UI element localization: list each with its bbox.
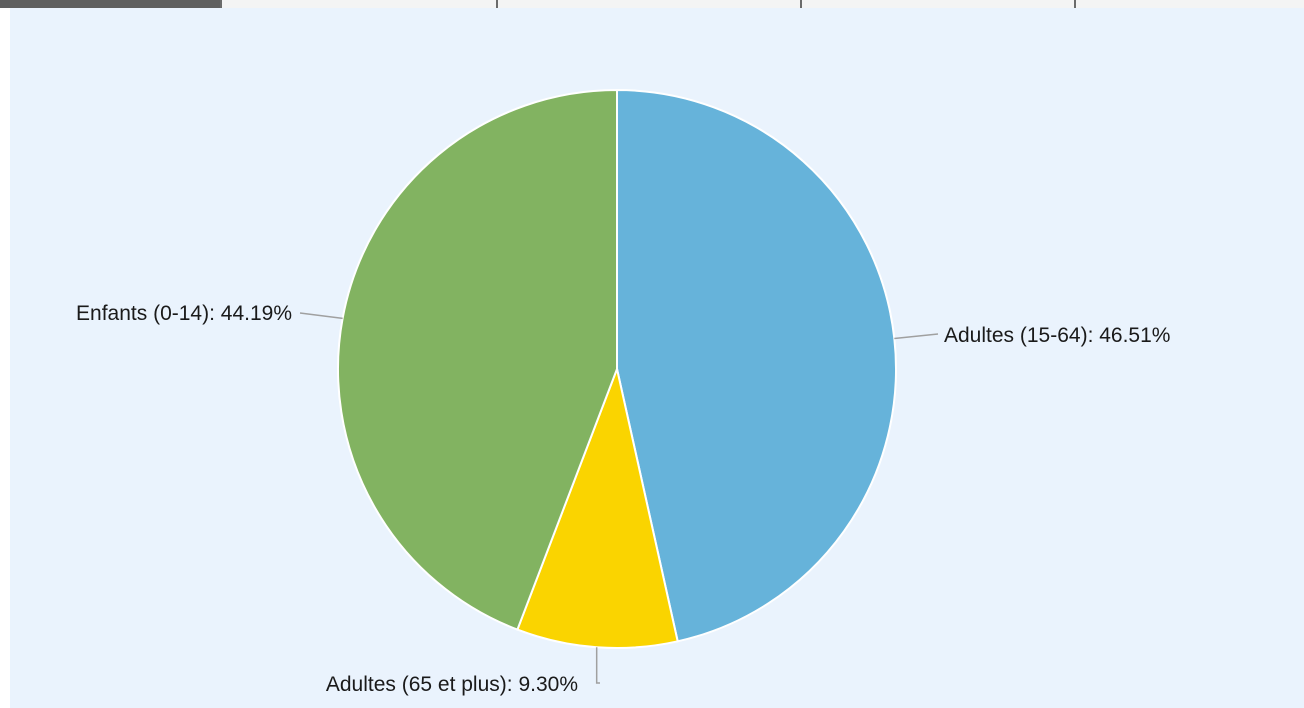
pie-slice[interactable] — [516, 365, 679, 649]
tab-5[interactable] — [1076, 0, 1304, 8]
pie-slice[interactable] — [616, 88, 897, 643]
tab-3[interactable] — [498, 0, 802, 8]
slice-label: Enfants (0-14): 44.19% — [76, 302, 292, 325]
tab-4[interactable] — [802, 0, 1076, 8]
label-leader-line — [894, 333, 939, 340]
tab-1[interactable] — [0, 0, 222, 8]
label-leader-line — [595, 647, 600, 684]
tab-bar — [0, 0, 1304, 8]
slice-label: Adultes (15-64): 46.51% — [944, 324, 1170, 347]
slice-label: Adultes (65 et plus): 9.30% — [326, 673, 578, 696]
pie-slice[interactable] — [337, 88, 618, 631]
tab-2[interactable] — [222, 0, 498, 8]
label-leader-line — [299, 312, 343, 320]
pie-chart: Adultes (15-64): 46.51% Adultes (65 et pl… — [76, 88, 1170, 696]
chart-panel: Adultes (15-64): 46.51% Adultes (65 et pl… — [10, 8, 1304, 708]
